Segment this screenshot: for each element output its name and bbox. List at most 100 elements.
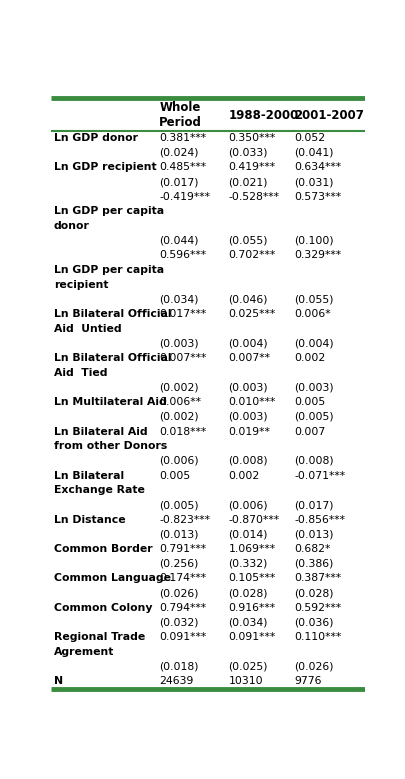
Text: 1988-2000: 1988-2000 (228, 108, 298, 122)
Text: 1.069***: 1.069*** (228, 544, 275, 554)
Text: 0.573***: 0.573*** (294, 192, 341, 202)
Text: (0.013): (0.013) (294, 530, 333, 539)
Text: Ln Bilateral: Ln Bilateral (54, 471, 124, 481)
Text: (0.021): (0.021) (228, 177, 267, 187)
Text: (0.044): (0.044) (159, 236, 198, 245)
Text: (0.025): (0.025) (228, 661, 267, 671)
Text: 0.419***: 0.419*** (228, 162, 275, 172)
Text: (0.028): (0.028) (294, 588, 333, 598)
Text: Common Colony: Common Colony (54, 603, 152, 613)
Text: Ln Bilateral Official: Ln Bilateral Official (54, 353, 171, 363)
Text: -0.870***: -0.870*** (228, 515, 279, 525)
Text: Ln Distance: Ln Distance (54, 515, 125, 525)
Text: Ln GDP donor: Ln GDP donor (54, 133, 138, 143)
Text: (0.003): (0.003) (294, 382, 333, 393)
Text: Ln Bilateral Official: Ln Bilateral Official (54, 309, 171, 319)
Text: Regional Trade: Regional Trade (54, 632, 145, 642)
Text: 24639: 24639 (159, 676, 193, 686)
Text: (0.017): (0.017) (294, 500, 333, 510)
Text: (0.006): (0.006) (159, 456, 198, 466)
Text: 0.002: 0.002 (228, 471, 259, 481)
Text: Aid  Untied: Aid Untied (54, 324, 121, 334)
Text: 0.105***: 0.105*** (228, 573, 275, 583)
Text: 0.010***: 0.010*** (228, 397, 275, 407)
Text: 2001-2007: 2001-2007 (294, 108, 364, 122)
Text: -0.528***: -0.528*** (228, 192, 279, 202)
Text: (0.046): (0.046) (228, 294, 267, 305)
Text: -0.419***: -0.419*** (159, 192, 210, 202)
Text: (0.017): (0.017) (159, 177, 198, 187)
Text: (0.002): (0.002) (159, 412, 198, 422)
Text: -0.071***: -0.071*** (294, 471, 345, 481)
Text: 0.381***: 0.381*** (159, 133, 206, 143)
Text: 0.592***: 0.592*** (294, 603, 341, 613)
Text: (0.004): (0.004) (294, 339, 333, 348)
Text: Whole
Period: Whole Period (159, 101, 202, 129)
Text: 0.052: 0.052 (294, 133, 325, 143)
Text: 0.005: 0.005 (294, 397, 325, 407)
Text: (0.031): (0.031) (294, 177, 333, 187)
Text: (0.055): (0.055) (294, 294, 333, 305)
Text: 0.018***: 0.018*** (159, 427, 206, 436)
Text: 0.329***: 0.329*** (294, 251, 341, 260)
Text: (0.013): (0.013) (159, 530, 198, 539)
Text: (0.008): (0.008) (294, 456, 333, 466)
Text: (0.024): (0.024) (159, 148, 198, 157)
Text: (0.332): (0.332) (228, 559, 267, 569)
Text: (0.034): (0.034) (228, 618, 267, 627)
Text: (0.006): (0.006) (228, 500, 267, 510)
Text: 0.682*: 0.682* (294, 544, 330, 554)
Text: Agrement: Agrement (54, 647, 114, 657)
Text: 0.916***: 0.916*** (228, 603, 275, 613)
Text: 9776: 9776 (294, 676, 321, 686)
Text: (0.014): (0.014) (228, 530, 267, 539)
Text: 0.091***: 0.091*** (159, 632, 206, 642)
Text: 0.702***: 0.702*** (228, 251, 275, 260)
Text: (0.034): (0.034) (159, 294, 198, 305)
Text: (0.386): (0.386) (294, 559, 333, 569)
Text: (0.005): (0.005) (159, 500, 198, 510)
Text: 0.791***: 0.791*** (159, 544, 206, 554)
Text: 0.110***: 0.110*** (294, 632, 341, 642)
Text: donor: donor (54, 221, 90, 231)
Text: (0.100): (0.100) (294, 236, 333, 245)
Text: 0.007: 0.007 (294, 427, 325, 436)
Text: (0.033): (0.033) (228, 148, 267, 157)
Text: 0.002: 0.002 (294, 353, 325, 363)
Text: 0.387***: 0.387*** (294, 573, 341, 583)
Text: (0.036): (0.036) (294, 618, 333, 627)
Text: recipient: recipient (54, 280, 108, 290)
Text: Ln GDP per capita: Ln GDP per capita (54, 206, 164, 217)
Text: -0.823***: -0.823*** (159, 515, 210, 525)
Text: 0.006**: 0.006** (159, 397, 201, 407)
Text: (0.005): (0.005) (294, 412, 333, 422)
Text: 0.091***: 0.091*** (228, 632, 275, 642)
Text: 0.794***: 0.794*** (159, 603, 206, 613)
Text: 0.025***: 0.025*** (228, 309, 275, 319)
Text: 10310: 10310 (228, 676, 262, 686)
Text: 0.596***: 0.596*** (159, 251, 206, 260)
Text: -0.856***: -0.856*** (294, 515, 345, 525)
Text: (0.041): (0.041) (294, 148, 333, 157)
Text: (0.004): (0.004) (228, 339, 267, 348)
Text: (0.026): (0.026) (159, 588, 198, 598)
Text: (0.026): (0.026) (294, 661, 333, 671)
Text: (0.256): (0.256) (159, 559, 198, 569)
Text: (0.028): (0.028) (228, 588, 267, 598)
Text: 0.174***: 0.174*** (159, 573, 206, 583)
Text: Exchange Rate: Exchange Rate (54, 485, 145, 495)
Text: Ln Multilateral Aid: Ln Multilateral Aid (54, 397, 166, 407)
Text: 0.634***: 0.634*** (294, 162, 341, 172)
Text: Ln GDP per capita: Ln GDP per capita (54, 265, 164, 275)
Text: N: N (54, 676, 63, 686)
Text: 0.007***: 0.007*** (159, 353, 206, 363)
Text: 0.006*: 0.006* (294, 309, 330, 319)
Text: (0.055): (0.055) (228, 236, 267, 245)
Text: Common Language: Common Language (54, 573, 171, 583)
Text: 0.019**: 0.019** (228, 427, 270, 436)
Text: (0.003): (0.003) (159, 339, 198, 348)
Text: (0.002): (0.002) (159, 382, 198, 393)
Text: Ln Bilateral Aid: Ln Bilateral Aid (54, 427, 147, 436)
Text: (0.018): (0.018) (159, 661, 198, 671)
Text: 0.017***: 0.017*** (159, 309, 206, 319)
